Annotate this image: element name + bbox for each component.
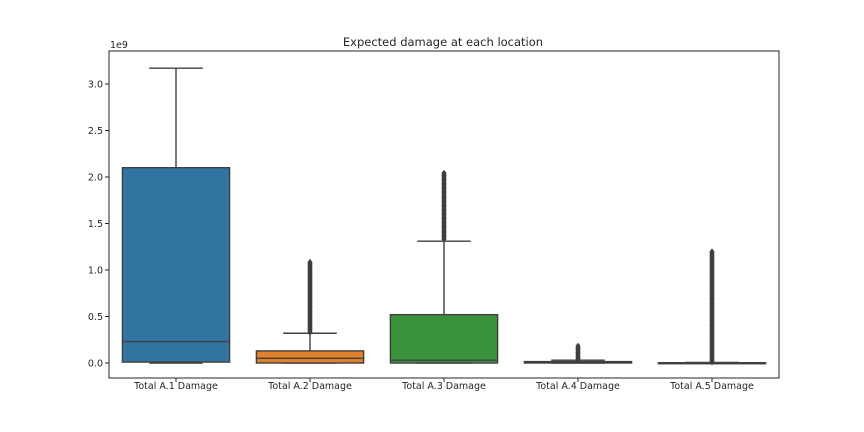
x-tick-label: Total A.3 Damage [401, 381, 486, 392]
y-tick-label: 2.5 [88, 126, 103, 137]
x-tick-label: Total A.4 Damage [535, 381, 620, 392]
box-iqr [255, 350, 365, 364]
y-tick-label: 1.0 [88, 266, 103, 277]
y-axis-multiplier: 1e9 [110, 40, 128, 51]
x-tick-label: Total A.2 Damage [267, 381, 352, 392]
y-tick-label: 1.5 [88, 219, 103, 230]
box-group [657, 248, 767, 366]
box-iqr [389, 313, 499, 364]
x-tick-label: Total A.1 Damage [133, 381, 218, 392]
outlier-point [709, 248, 715, 255]
y-tick-label: 2.0 [88, 173, 103, 184]
y-tick-label: 3.0 [88, 80, 103, 91]
outlier-point [575, 342, 581, 350]
x-axis: Total A.1 Damage Total A.2 Damage Total A.… [133, 378, 754, 392]
outlier-point [441, 169, 447, 177]
plot-area [121, 67, 767, 366]
box-group [121, 67, 231, 364]
box-group [255, 258, 365, 364]
box-iqr [121, 166, 231, 363]
y-tick-label: 0.0 [88, 359, 103, 370]
outlier-point [307, 258, 313, 266]
y-axis: 0.0 0.5 1.0 1.5 2.0 2.5 3.0 [88, 80, 109, 370]
chart-title: Expected damage at each location [343, 35, 543, 49]
x-tick-label: Total A.5 Damage [669, 381, 754, 392]
box-group [523, 342, 633, 364]
box-group [389, 169, 499, 364]
y-tick-label: 0.5 [88, 312, 103, 323]
